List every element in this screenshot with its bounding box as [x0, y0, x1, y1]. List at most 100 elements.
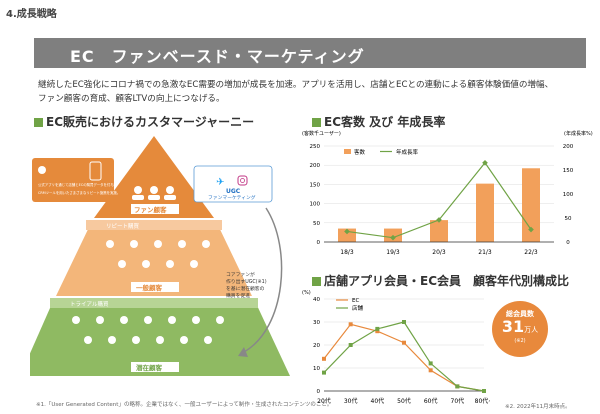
y-left-axis-label: (客数千ユーザー): [302, 130, 341, 137]
y-axis-label: (%): [302, 290, 311, 296]
chart1-header-text: EC客数 及び 年成長率: [324, 115, 446, 129]
series-point-EC-40代: [375, 329, 380, 334]
trial-label: トライアル購買: [70, 300, 109, 308]
app-note-1: 公式アプリを通じて店舗とECの購買データを付与。: [38, 182, 117, 187]
x-tick-label: 70代: [451, 397, 465, 405]
series-point-EC-30代: [348, 322, 353, 327]
bullet-square-icon: [312, 118, 321, 127]
general-people-icon: [106, 240, 210, 268]
legend-label: 客数: [354, 148, 366, 156]
chart2-header-text: 店舗アプリ会員・EC会員 顧客年代別構成比: [324, 274, 570, 288]
lead-line: ファン顧客の育成、顧客LTVの向上につなげる。: [38, 94, 225, 104]
x-tick-label: 60代: [424, 397, 438, 405]
x-tick-label: 19/3: [386, 249, 400, 256]
x-tick-label: 80代~: [475, 397, 490, 405]
potential-label: 潜在顧客: [136, 363, 163, 372]
app-notes-box: [32, 158, 114, 202]
general-label-box: [131, 282, 179, 292]
member-badge-unit: 万人: [524, 326, 539, 334]
y-left-tick-label: 0: [317, 240, 321, 246]
chart2-header: 店舗アプリ会員・EC会員 顧客年代別構成比: [312, 272, 569, 289]
potential-people-icon: [72, 316, 224, 344]
growth-rate-point-22/3: [528, 226, 534, 233]
y-tick-label: 10: [313, 366, 320, 372]
footnote: ※1.「User Generated Content」の略称。企業ではなく、一般…: [36, 402, 333, 408]
y-right-tick-label: 50: [565, 216, 572, 222]
series-point-店舗-80代~: [482, 389, 486, 393]
legend-swatch-bar: [344, 149, 351, 154]
instagram-icon: [237, 175, 248, 186]
legend-label: EC: [352, 298, 359, 304]
y-right-tick-label: 0: [566, 240, 570, 246]
y-tick-label: 30: [313, 320, 320, 326]
journey-header: EC販売におけるカスタマージャーニー: [34, 113, 254, 130]
series-point-店舗-20代: [322, 370, 326, 375]
legend-label: 店舗: [352, 304, 364, 312]
ugc-subtitle: ファンマーケティング: [208, 194, 256, 201]
member-badge-value-row: 31万人: [492, 319, 548, 338]
callout-line: 作り出すUGC(※1): [226, 278, 267, 285]
callout-line: 購買を促進: [226, 292, 250, 299]
callout-line: コアファンが: [226, 271, 255, 278]
pyramid-top-tier: [94, 136, 214, 218]
x-tick-label: 18/3: [340, 249, 354, 256]
potential-label-box: [131, 362, 179, 372]
y-left-tick-label: 150: [310, 182, 321, 188]
trial-band: [50, 298, 258, 308]
member-badge-note: (※2): [514, 338, 526, 344]
y-tick-label: 0: [317, 389, 321, 395]
x-tick-label: 20/3: [432, 249, 446, 256]
series-line-EC: [323, 323, 485, 392]
fan-label-box: [131, 204, 179, 214]
series-point-EC-50代: [402, 340, 406, 345]
ec-customer-chart: (客数千ユーザー) (年成長率%) 0 50 100 150 200 250 0 50 100 150…: [302, 130, 593, 256]
series-line-店舗: [323, 321, 485, 392]
member-badge: 総会員数 31万人 (※2): [492, 301, 548, 357]
x-tick-label: 21/3: [478, 249, 492, 256]
lead-text: 継続したEC強化にコロナ禍での急激なEC需要の増加が成長を加速。アプリを活用し、…: [38, 78, 588, 106]
series-point-EC-20代: [322, 356, 326, 361]
repeat-label: リピート購買: [106, 222, 140, 230]
fan-people-icon: [132, 186, 176, 200]
ugc-title: UGC: [226, 188, 241, 195]
series-point-店舗-50代: [402, 320, 406, 324]
y-left-tick-label: 200: [310, 163, 321, 169]
general-label: 一般顧客: [136, 283, 163, 292]
x-tick-label: 22/3: [524, 249, 538, 256]
series-point-店舗-70代: [455, 384, 460, 389]
fan-label: ファン顧客: [134, 205, 167, 214]
x-tick-label: 30代: [344, 397, 358, 405]
member-badge-value: 31: [501, 317, 525, 336]
smartphone-icon: [89, 161, 102, 181]
lead-line: 継続したEC強化にコロナ禍での急激なEC需要の増加が成長を加速。アプリを活用し、…: [38, 80, 554, 90]
x-tick-label: 40代: [371, 397, 385, 405]
x-tick-label: 50代: [397, 397, 411, 405]
y-right-tick-label: 100: [563, 192, 574, 198]
series-point-店舗-30代: [348, 343, 353, 347]
y-right-axis-label: (年成長率%): [564, 130, 593, 137]
bar-21/3: [476, 183, 494, 242]
x-tick-label: 20代: [317, 397, 331, 405]
customer-journey-diagram: リピート購買 トライアル購買 ファン顧客 一般顧客 潜在顧客 公式アプリを通じて…: [30, 136, 290, 376]
repeat-band: [86, 220, 222, 230]
y-right-tick-label: 150: [563, 168, 574, 174]
section-title: 4.成長戦略: [6, 9, 57, 20]
growth-rate-point-20/3: [436, 217, 442, 223]
growth-rate-point-19/3: [390, 234, 396, 241]
series-point-店舗-60代: [428, 361, 433, 366]
ugc-box: [193, 165, 273, 203]
bar-20/3: [430, 220, 448, 242]
banner: EC ファンベースド・マーケティング: [34, 38, 586, 68]
y-tick-label: 20: [313, 343, 320, 349]
pyramid-middle-tier: [56, 221, 252, 296]
y-tick-label: 40: [313, 297, 320, 303]
journey-header-text: EC販売におけるカスタマージャーニー: [46, 115, 255, 129]
y-left-tick-label: 50: [313, 221, 320, 227]
bullet-square-icon: [34, 118, 43, 127]
series-point-EC-60代: [428, 368, 433, 373]
banner-title: EC ファンベースド・マーケティング: [70, 47, 365, 66]
footnote-date: ※2. 2022年11月末時点。: [505, 404, 571, 410]
y-right-tick-label: 200: [563, 144, 574, 150]
bullet-square-icon: [312, 277, 321, 286]
